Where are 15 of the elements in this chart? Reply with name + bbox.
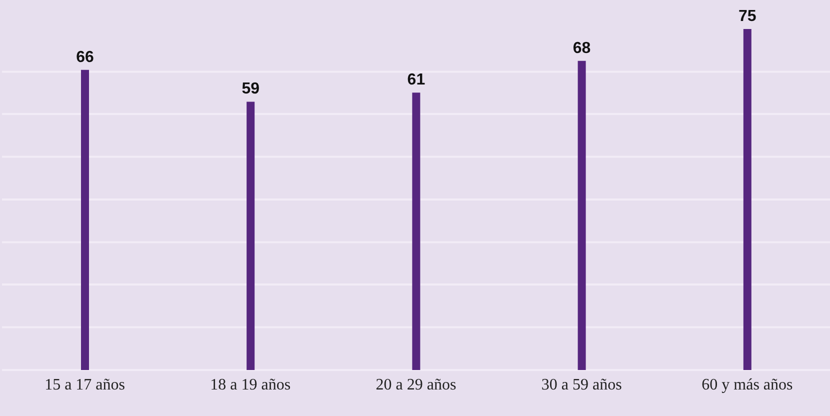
- x-tick-label: 15 a 17 años: [44, 376, 126, 394]
- bar: [412, 92, 420, 370]
- data-label: 66: [76, 48, 94, 66]
- bar: [578, 60, 586, 370]
- data-label: 75: [738, 8, 756, 25]
- data-label: 59: [242, 80, 260, 98]
- x-tick-label: 60 y más años: [702, 376, 793, 394]
- data-label: 61: [407, 72, 426, 89]
- x-tick-label: 30 a 59 años: [541, 376, 622, 394]
- bar: [81, 70, 89, 370]
- bar: [246, 102, 255, 370]
- x-tick-label: 18 a 19 años: [210, 376, 291, 394]
- data-label: 68: [572, 40, 591, 57]
- bar: [743, 29, 752, 370]
- x-tick-label: 20 a 29 años: [376, 376, 456, 394]
